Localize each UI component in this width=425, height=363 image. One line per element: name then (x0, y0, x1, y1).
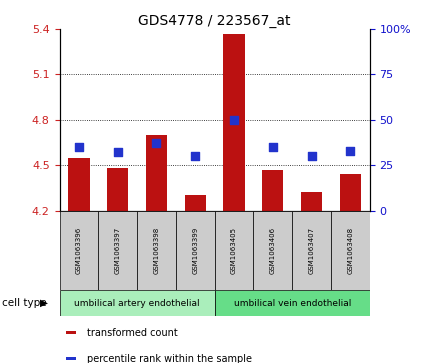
Bar (224, 33, 245, 211)
Text: umbilical artery endothelial: umbilical artery endothelial (74, 299, 200, 307)
Text: GSM1063406: GSM1063406 (270, 227, 276, 274)
Point (76, 144, 82, 150)
Point (153, 140, 160, 146)
Bar (331, 211, 370, 290)
Bar (146, 135, 167, 211)
Point (114, 150, 121, 155)
Text: GSM1063407: GSM1063407 (309, 227, 314, 274)
Bar (137, 211, 176, 290)
Bar (176, 211, 215, 290)
Text: GSM1063405: GSM1063405 (231, 227, 237, 274)
Bar (215, 211, 253, 290)
Bar (262, 170, 283, 211)
Text: GSM1063398: GSM1063398 (153, 227, 159, 274)
Bar (107, 168, 128, 211)
Text: GSM1063399: GSM1063399 (192, 227, 198, 274)
Title: GDS4778 / 223567_at: GDS4778 / 223567_at (139, 14, 291, 28)
Text: ▶: ▶ (40, 298, 48, 308)
Bar (184, 195, 206, 211)
Bar (301, 192, 322, 211)
Bar (68, 158, 90, 211)
Text: GSM1063396: GSM1063396 (76, 227, 82, 274)
Bar (253, 211, 292, 290)
Bar (340, 174, 361, 211)
Point (308, 153, 315, 159)
Bar (66, 357, 76, 360)
Bar (60, 290, 215, 316)
Point (231, 117, 238, 123)
Text: GSM1063397: GSM1063397 (115, 227, 121, 274)
Bar (66, 331, 76, 334)
Bar (98, 211, 137, 290)
Point (347, 148, 354, 154)
Text: transformed count: transformed count (88, 327, 178, 338)
Point (192, 153, 198, 159)
Bar (215, 290, 370, 316)
Bar (292, 211, 331, 290)
Text: GSM1063408: GSM1063408 (347, 227, 353, 274)
Point (269, 144, 276, 150)
Text: cell type: cell type (2, 298, 47, 308)
Bar (60, 211, 98, 290)
Text: percentile rank within the sample: percentile rank within the sample (88, 354, 252, 363)
Text: umbilical vein endothelial: umbilical vein endothelial (233, 299, 351, 307)
